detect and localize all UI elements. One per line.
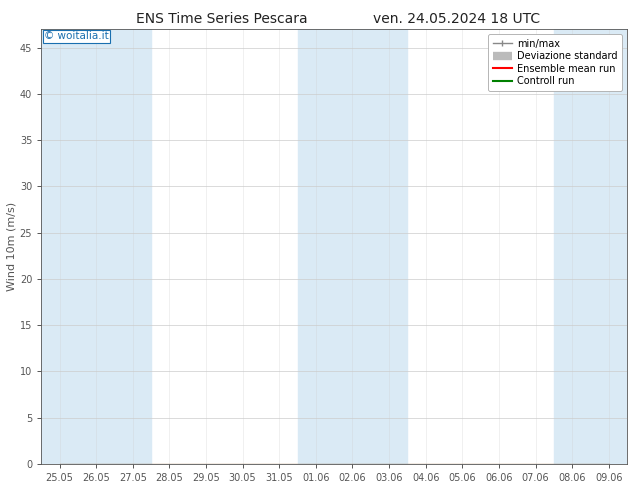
- Bar: [371, 29, 408, 464]
- Bar: [297, 29, 371, 464]
- Legend: min/max, Deviazione standard, Ensemble mean run, Controll run: min/max, Deviazione standard, Ensemble m…: [488, 34, 622, 91]
- Bar: [41, 29, 115, 464]
- Text: ENS Time Series Pescara: ENS Time Series Pescara: [136, 12, 307, 26]
- Bar: [554, 29, 627, 464]
- Bar: [115, 29, 151, 464]
- Y-axis label: Wind 10m (m/s): Wind 10m (m/s): [7, 202, 17, 291]
- Text: © woitalia.it: © woitalia.it: [44, 31, 109, 41]
- Text: ven. 24.05.2024 18 UTC: ven. 24.05.2024 18 UTC: [373, 12, 540, 26]
